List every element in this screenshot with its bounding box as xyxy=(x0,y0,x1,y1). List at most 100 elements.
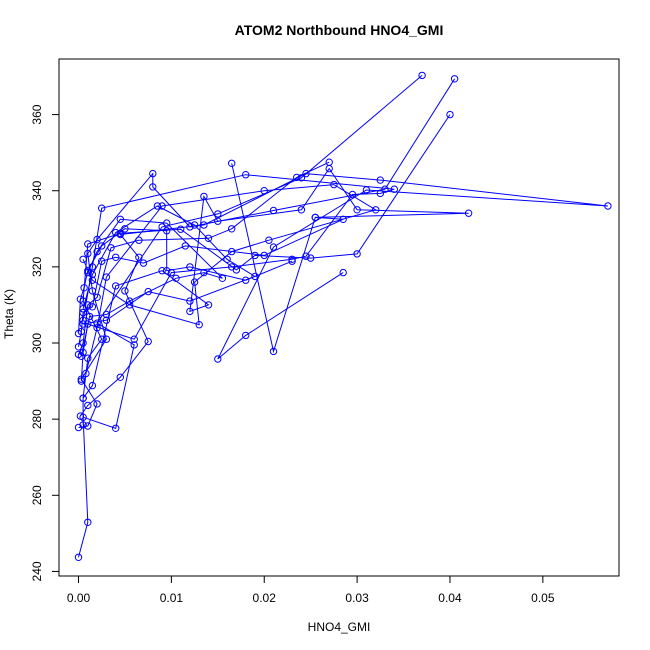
data-point xyxy=(79,320,87,328)
data-point xyxy=(302,252,310,260)
series-11 xyxy=(79,202,259,328)
data-point xyxy=(214,210,222,218)
data-point xyxy=(311,213,319,222)
data-point xyxy=(84,422,92,430)
data-point xyxy=(163,227,171,235)
data-point xyxy=(79,305,87,313)
data-point xyxy=(88,263,97,271)
data-point xyxy=(214,217,222,225)
data-point xyxy=(116,373,125,381)
y-tick-label: 340 xyxy=(30,180,44,200)
data-point xyxy=(190,278,199,286)
data-point xyxy=(450,75,459,83)
data-point xyxy=(390,185,398,193)
data-point xyxy=(297,206,306,214)
data-point xyxy=(288,255,296,263)
data-point xyxy=(204,301,213,309)
data-point xyxy=(74,329,83,338)
data-point xyxy=(112,424,120,432)
data-point xyxy=(76,412,85,420)
x-axis: 0.00 0.01 0.02 0.03 0.04 0.05 xyxy=(67,575,555,605)
data-point xyxy=(242,171,250,179)
data-point xyxy=(88,303,97,311)
data-point xyxy=(204,234,213,243)
series-layer xyxy=(74,71,612,561)
data-point xyxy=(163,219,171,227)
data-point xyxy=(348,190,357,199)
data-point xyxy=(214,355,222,363)
series-3 xyxy=(79,110,454,429)
y-tick-label: 360 xyxy=(30,104,44,124)
data-point xyxy=(93,400,101,408)
data-point xyxy=(288,257,296,265)
data-point xyxy=(446,110,454,119)
data-point xyxy=(125,301,134,309)
data-point xyxy=(135,253,143,261)
series-line xyxy=(80,174,395,382)
data-point xyxy=(88,276,97,284)
data-point xyxy=(269,347,278,356)
data-point xyxy=(74,343,83,351)
x-tick-label: 0.00 xyxy=(67,591,91,605)
data-point xyxy=(302,169,310,178)
data-point xyxy=(149,183,157,191)
data-point xyxy=(144,287,152,296)
data-point xyxy=(121,287,129,295)
series-4 xyxy=(76,169,612,420)
data-point xyxy=(325,158,333,166)
data-point xyxy=(93,324,101,332)
data-point xyxy=(200,268,208,277)
data-point xyxy=(74,553,83,561)
series-10 xyxy=(74,225,296,338)
data-point xyxy=(260,187,268,195)
series-7 xyxy=(79,180,380,378)
data-point xyxy=(139,259,148,267)
series-line xyxy=(78,228,293,334)
data-point xyxy=(130,341,138,349)
series-6 xyxy=(77,171,398,385)
data-point xyxy=(353,250,361,258)
data-point xyxy=(102,316,111,324)
series-line xyxy=(82,163,469,399)
data-point xyxy=(79,394,87,402)
data-point xyxy=(158,202,166,210)
data-point xyxy=(116,215,125,224)
data-point xyxy=(77,377,86,385)
data-point xyxy=(112,228,120,237)
y-tick-label: 320 xyxy=(30,257,44,277)
data-point xyxy=(79,421,87,429)
data-point xyxy=(260,251,268,260)
x-tick-label: 0.02 xyxy=(253,591,277,605)
data-point xyxy=(163,267,171,275)
data-point xyxy=(242,331,250,340)
x-axis-label: HNO4_GMI xyxy=(308,620,371,634)
series-line xyxy=(78,216,344,347)
data-point xyxy=(251,272,259,281)
data-point xyxy=(186,297,194,305)
data-point xyxy=(80,284,88,292)
series-line xyxy=(80,218,223,357)
y-tick-label: 260 xyxy=(30,485,44,505)
data-point xyxy=(228,159,236,168)
data-point xyxy=(98,335,106,343)
y-axis: 240 260 280 300 320 340 360 xyxy=(30,104,59,581)
data-point xyxy=(353,206,361,214)
data-point xyxy=(88,381,97,390)
data-point xyxy=(195,321,203,329)
data-point xyxy=(218,274,227,282)
data-point xyxy=(339,215,347,224)
data-point xyxy=(265,236,273,244)
data-point xyxy=(464,209,473,217)
data-point xyxy=(130,335,138,343)
data-point xyxy=(93,247,101,256)
data-point xyxy=(376,176,384,184)
series-9 xyxy=(74,213,347,351)
data-point xyxy=(84,268,92,277)
data-point xyxy=(330,180,338,189)
data-point xyxy=(135,236,143,244)
data-point xyxy=(84,401,92,410)
y-tick-label: 300 xyxy=(30,333,44,353)
data-point xyxy=(88,270,97,279)
data-point xyxy=(339,268,347,277)
